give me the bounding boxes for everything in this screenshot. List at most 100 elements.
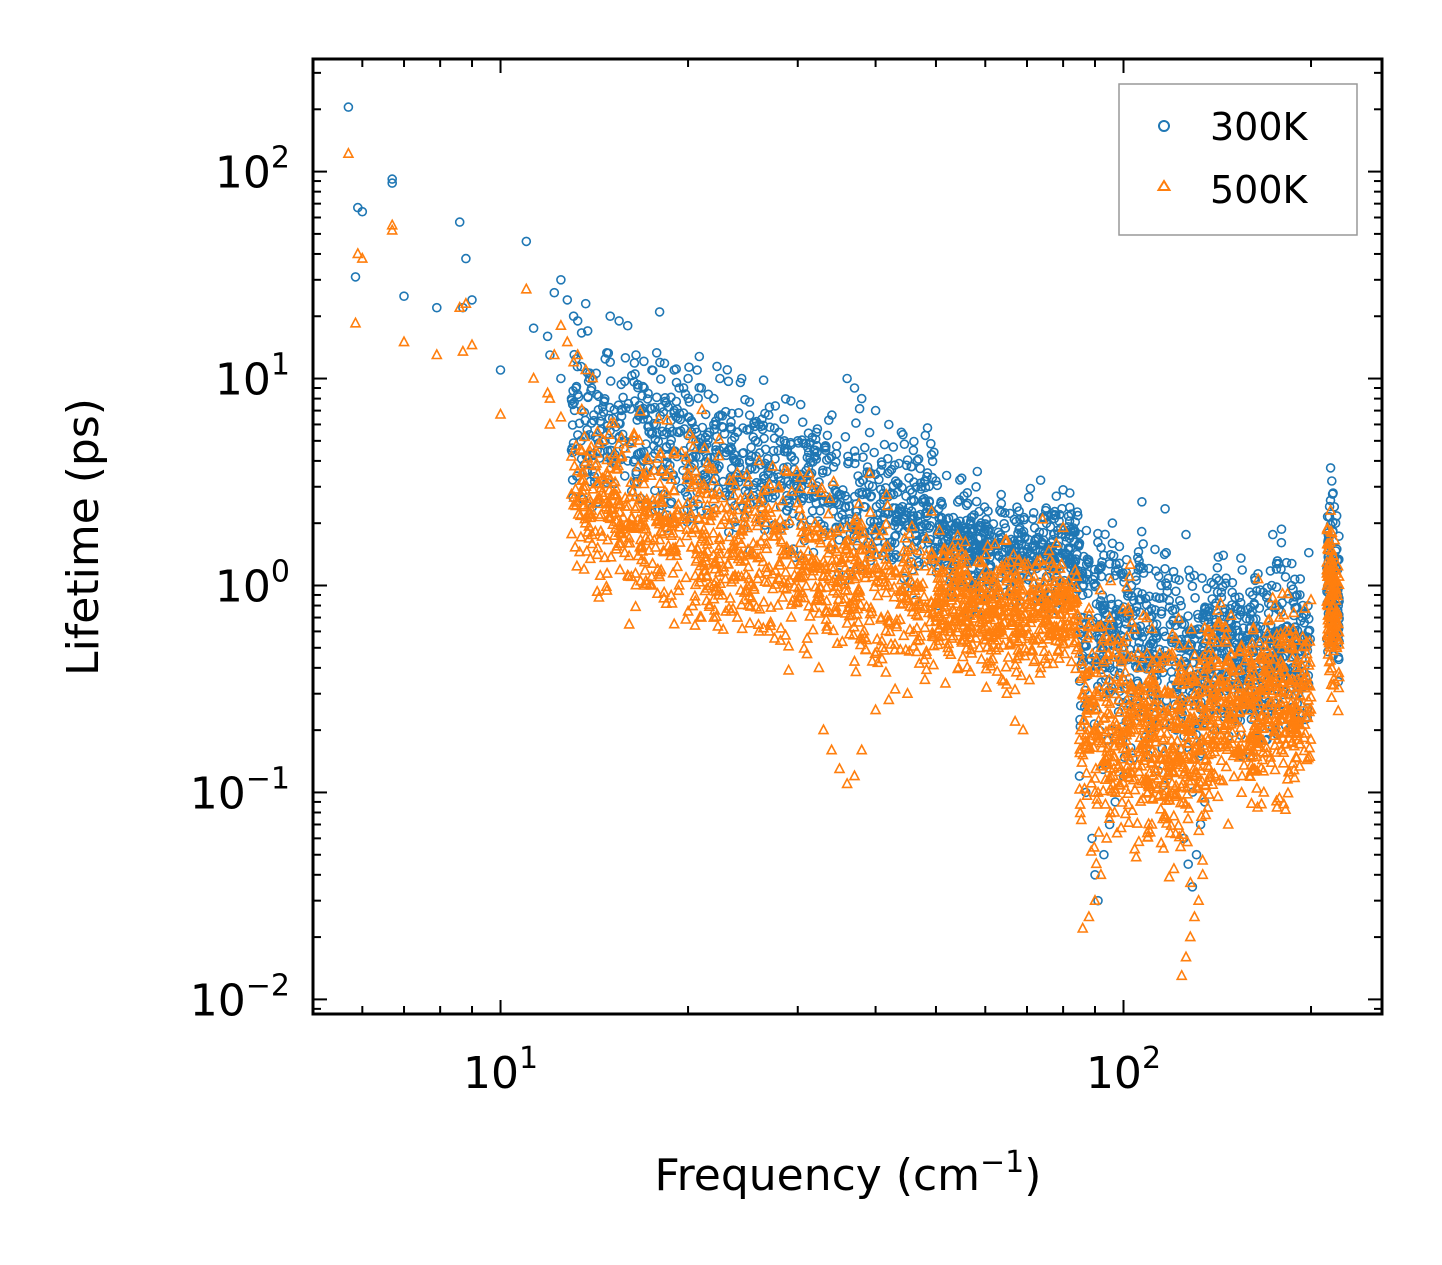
point-300k (620, 352, 631, 363)
point-300k (828, 461, 839, 472)
point-300k (795, 399, 806, 410)
point-300k (1231, 620, 1241, 631)
point-300k (921, 520, 932, 531)
point-300k (792, 435, 803, 446)
point-300k (925, 438, 936, 449)
point-300k (1168, 615, 1178, 625)
point-300k (735, 377, 746, 388)
point-300k (854, 403, 865, 414)
point-300k (1138, 539, 1148, 549)
point-300k (770, 453, 780, 464)
point-300k (683, 412, 693, 423)
point-300k (1114, 558, 1125, 569)
point-300k (952, 497, 963, 507)
point-300k (850, 458, 860, 469)
point-300k (1249, 631, 1259, 642)
point-300k (619, 471, 630, 481)
point-300k (831, 441, 842, 451)
point-300k (890, 517, 901, 527)
point-300k (840, 501, 851, 512)
point-300k (760, 408, 770, 419)
point-300k (926, 449, 937, 460)
point-300k (922, 468, 933, 478)
point-300k (1304, 625, 1315, 636)
point-300k (666, 435, 677, 446)
point-300k (1183, 611, 1193, 621)
point-300k (854, 477, 865, 488)
point-300k (1029, 522, 1040, 533)
point-300k (647, 427, 658, 438)
point-300k (1161, 547, 1171, 558)
point-300k (674, 408, 685, 419)
point-300k (1083, 588, 1093, 599)
point-300k (1160, 563, 1170, 574)
point-300k (968, 543, 979, 554)
point-300k (631, 350, 641, 360)
point-300k (1150, 605, 1160, 615)
point-300k (842, 373, 852, 384)
point-300k (646, 429, 657, 439)
point-300k (562, 295, 573, 305)
point-300k (981, 514, 992, 525)
point-300k (603, 348, 614, 359)
point-300k (774, 427, 784, 438)
point-300k (912, 511, 923, 521)
point-300k (1245, 609, 1256, 619)
point-300k (1227, 587, 1237, 598)
point-300k (1170, 604, 1180, 615)
point-300k (1276, 524, 1287, 535)
point-300k (864, 427, 875, 438)
point-300k (1084, 557, 1094, 567)
point-300k (580, 298, 591, 309)
point-300k (1158, 626, 1169, 637)
point-300k (655, 374, 666, 384)
point-300k (1159, 549, 1170, 560)
point-300k (661, 427, 672, 438)
point-300k (754, 419, 764, 430)
point-300k (1324, 501, 1335, 512)
point-300k (780, 394, 791, 404)
point-300k (1189, 570, 1199, 581)
point-300k (915, 463, 926, 474)
point-300k (1030, 540, 1040, 551)
point-300k (1141, 600, 1152, 610)
point-300k (941, 470, 952, 481)
point-300k (971, 496, 982, 507)
point-300k (1254, 603, 1265, 614)
point-300k (715, 373, 725, 384)
point-300k (932, 480, 943, 491)
point-300k (1235, 610, 1245, 620)
point-300k (788, 508, 798, 519)
point-300k (909, 496, 919, 507)
point-300k (1194, 624, 1205, 635)
point-300k (996, 498, 1007, 509)
point-300k (605, 376, 616, 386)
point-300k (821, 441, 831, 452)
point-300k (676, 483, 686, 494)
point-300k (666, 415, 676, 426)
point-300k (965, 518, 976, 529)
point-300k (1234, 592, 1244, 603)
point-300k (807, 432, 818, 443)
point-300k (767, 492, 778, 503)
point-300k (589, 415, 599, 426)
point-300k (1237, 565, 1247, 575)
point-300k (626, 370, 637, 381)
point-300k (1051, 491, 1062, 502)
point-300k (599, 396, 610, 406)
point-300k (875, 484, 886, 495)
point-300k (576, 328, 587, 338)
point-300k (773, 445, 784, 456)
point-300k (853, 471, 863, 481)
point-300k (1107, 518, 1118, 528)
point-300k (1249, 598, 1259, 609)
point-300k (1106, 593, 1116, 604)
point-300k (659, 358, 670, 369)
point-300k (954, 495, 965, 505)
point-300k (708, 419, 719, 430)
point-300k (1232, 625, 1243, 636)
point-300k (1096, 560, 1107, 571)
point-300k (786, 396, 796, 406)
point-300k (1049, 506, 1060, 517)
